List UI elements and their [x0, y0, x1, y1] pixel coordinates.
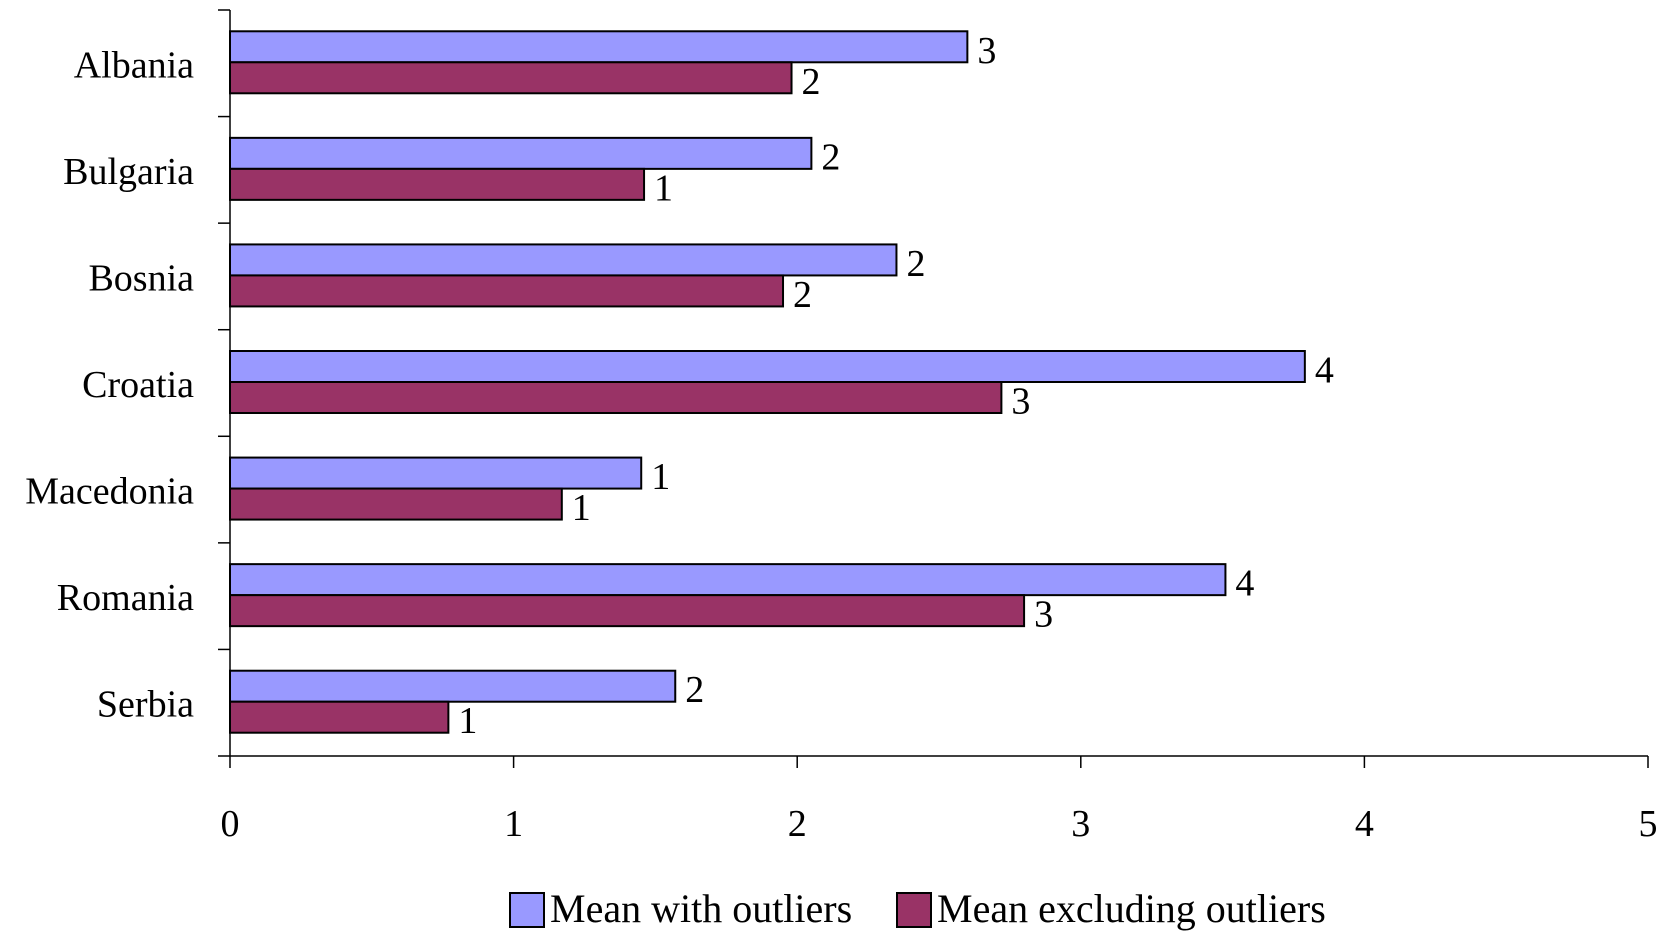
legend: Mean with outliers Mean excluding outlie… [509, 886, 1326, 931]
data-label-mean-excluding-outliers-romania: 3 [1034, 594, 1053, 636]
bar-mean-excluding-outliers-bosnia [229, 274, 785, 308]
data-label-mean-with-outliers-serbia: 2 [685, 669, 704, 711]
x-tick-label-4: 4 [1355, 803, 1374, 845]
data-label-mean-excluding-outliers-bosnia: 2 [793, 274, 812, 316]
bar-mean-excluding-outliers-croatia [229, 381, 1003, 414]
category-label-albania: Albania [74, 44, 194, 86]
category-label-serbia: Serbia [97, 684, 194, 726]
labels-layer: 32Albania21Bulgaria22Bosnia43Croatia11Ma… [25, 30, 1657, 845]
x-tick-label-3: 3 [1071, 803, 1090, 845]
bar-mean-with-outliers-bosnia [229, 243, 898, 277]
bar-mean-with-outliers-albania [229, 30, 969, 64]
data-label-mean-with-outliers-macedonia: 1 [651, 456, 670, 498]
data-label-mean-excluding-outliers-croatia: 3 [1011, 381, 1030, 423]
x-tick-label-0: 0 [221, 803, 240, 845]
bar-mean-with-outliers-croatia [229, 350, 1306, 383]
data-label-mean-excluding-outliers-bulgaria: 1 [654, 167, 673, 209]
legend-swatch-mean-excluding-outliers [896, 892, 932, 928]
x-tick-label-5: 5 [1639, 803, 1658, 845]
bar-mean-with-outliers-romania [229, 563, 1227, 597]
x-tick-label-1: 1 [504, 803, 523, 845]
category-label-bulgaria: Bulgaria [63, 151, 194, 193]
category-label-macedonia: Macedonia [25, 471, 194, 513]
category-label-romania: Romania [57, 577, 194, 619]
legend-label-mean-with-outliers: Mean with outliers [550, 886, 852, 931]
data-label-mean-with-outliers-romania: 4 [1235, 563, 1254, 605]
category-label-croatia: Croatia [82, 364, 194, 406]
bar-mean-with-outliers-bulgaria [229, 136, 813, 170]
bar-mean-excluding-outliers-bulgaria [229, 167, 646, 201]
bar-mean-excluding-outliers-macedonia [229, 487, 563, 521]
data-label-mean-with-outliers-albania: 3 [977, 30, 996, 72]
bar-mean-excluding-outliers-romania [229, 594, 1026, 628]
legend-label-mean-excluding-outliers: Mean excluding outliers [937, 886, 1326, 931]
data-label-mean-with-outliers-bosnia: 2 [906, 243, 925, 285]
bar-mean-with-outliers-macedonia [229, 456, 643, 490]
bar-mean-excluding-outliers-serbia [229, 700, 450, 734]
x-tick-label-2: 2 [788, 803, 807, 845]
legend-swatch-mean-with-outliers [509, 892, 545, 928]
bar-mean-with-outliers-serbia [229, 669, 677, 703]
data-label-mean-excluding-outliers-macedonia: 1 [572, 487, 591, 529]
bars-layer [229, 30, 1306, 734]
data-label-mean-excluding-outliers-serbia: 1 [458, 700, 477, 742]
axes-layer [218, 9, 1649, 768]
data-label-mean-with-outliers-bulgaria: 2 [821, 136, 840, 178]
category-label-bosnia: Bosnia [88, 257, 194, 299]
bar-mean-excluding-outliers-albania [229, 61, 793, 95]
data-label-mean-excluding-outliers-albania: 2 [802, 61, 821, 103]
data-label-mean-with-outliers-croatia: 4 [1315, 350, 1334, 392]
